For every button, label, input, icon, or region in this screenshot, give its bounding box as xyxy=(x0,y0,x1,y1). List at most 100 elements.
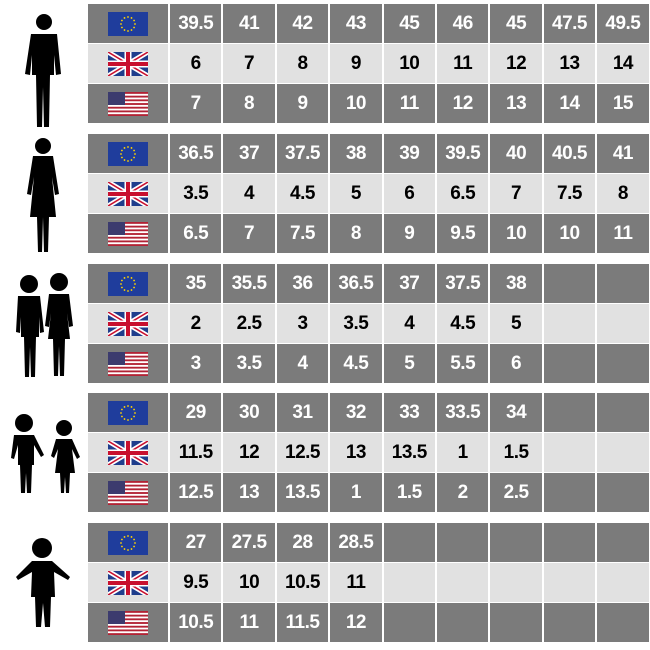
size-cell: 3 xyxy=(170,344,222,383)
size-cell: 40.5 xyxy=(543,134,596,173)
size-cell: 8 xyxy=(276,44,329,83)
size-cell: 37 xyxy=(223,134,275,173)
size-cell: 49.5 xyxy=(597,4,649,43)
size-cell: 10 xyxy=(490,214,542,253)
size-cell: 2 xyxy=(170,304,222,343)
size-cell: 27 xyxy=(170,523,222,562)
size-cell: 5 xyxy=(330,174,382,213)
size-cell: 4 xyxy=(223,174,275,213)
size-cell: 30 xyxy=(223,393,275,432)
size-cell xyxy=(597,344,649,383)
size-cell: 3.5 xyxy=(223,344,275,383)
size-cell xyxy=(597,264,649,303)
size-cell: 4.5 xyxy=(276,174,329,213)
size-cell: 4 xyxy=(383,304,435,343)
size-cell: 38 xyxy=(330,134,382,173)
flag-cell xyxy=(88,393,168,432)
size-cell: 4 xyxy=(276,344,329,383)
flag-cell xyxy=(88,134,168,173)
size-cell: 33.5 xyxy=(437,393,489,432)
silhouette-icon xyxy=(0,523,88,648)
flag-eu xyxy=(108,530,148,555)
size-cell: 27.5 xyxy=(223,523,275,562)
size-cell: 10 xyxy=(543,214,596,253)
size-cell: 41 xyxy=(597,134,649,173)
size-cell xyxy=(543,563,596,602)
size-cell xyxy=(597,473,649,512)
size-cell: 32 xyxy=(330,393,382,432)
size-cell: 2 xyxy=(437,473,489,512)
size-cell: 11 xyxy=(383,84,435,123)
size-cell xyxy=(597,523,649,562)
size-cell: 36.5 xyxy=(170,134,222,173)
size-cell: 45 xyxy=(383,4,435,43)
flag-us xyxy=(108,610,148,635)
size-cell: 11 xyxy=(223,603,275,642)
size-cell xyxy=(437,603,489,642)
size-cell: 7 xyxy=(170,84,222,123)
size-cell: 10 xyxy=(383,44,435,83)
size-cell: 7.5 xyxy=(543,174,596,213)
flag-cell xyxy=(88,563,168,602)
size-cell: 37.5 xyxy=(437,264,489,303)
flag-cell xyxy=(88,4,168,43)
silhouette-icon xyxy=(0,264,88,389)
silhouette-icon xyxy=(0,4,88,129)
silhouette-icon xyxy=(0,134,88,259)
size-cell: 10 xyxy=(330,84,382,123)
size-cell xyxy=(490,603,542,642)
size-cell: 10.5 xyxy=(170,603,222,642)
size-cell: 13.5 xyxy=(276,473,329,512)
size-cell: 36.5 xyxy=(330,264,382,303)
flag-cell xyxy=(88,304,168,343)
flag-cell xyxy=(88,603,168,642)
size-cell xyxy=(543,304,596,343)
size-cell xyxy=(597,433,649,472)
size-cell: 33 xyxy=(383,393,435,432)
size-cell: 29 xyxy=(170,393,222,432)
size-cell: 34 xyxy=(490,393,542,432)
flag-uk xyxy=(108,51,148,76)
size-cell: 11.5 xyxy=(170,433,222,472)
flag-cell xyxy=(88,344,168,383)
size-cell: 14 xyxy=(597,44,649,83)
flag-uk xyxy=(108,311,148,336)
size-cell: 7 xyxy=(223,44,275,83)
size-cell: 10 xyxy=(223,563,275,602)
size-cell: 4.5 xyxy=(437,304,489,343)
size-cell: 5 xyxy=(383,344,435,383)
size-cell: 13.5 xyxy=(383,433,435,472)
size-cell xyxy=(597,304,649,343)
size-cell: 9 xyxy=(276,84,329,123)
flag-us xyxy=(108,91,148,116)
size-cell: 39.5 xyxy=(170,4,222,43)
flag-cell xyxy=(88,433,168,472)
size-cell: 43 xyxy=(330,4,382,43)
size-cell xyxy=(490,523,542,562)
size-cell: 7.5 xyxy=(276,214,329,253)
flag-uk xyxy=(108,440,148,465)
size-cell: 39 xyxy=(383,134,435,173)
flag-uk xyxy=(108,570,148,595)
size-cell: 14 xyxy=(543,84,596,123)
size-cell: 13 xyxy=(490,84,542,123)
size-cell: 8 xyxy=(330,214,382,253)
size-cell: 1 xyxy=(330,473,382,512)
size-cell: 9.5 xyxy=(170,563,222,602)
size-cell: 12 xyxy=(490,44,542,83)
size-cell: 10.5 xyxy=(276,563,329,602)
size-cell: 31 xyxy=(276,393,329,432)
flag-cell xyxy=(88,473,168,512)
flag-cell xyxy=(88,174,168,213)
size-cell: 35.5 xyxy=(223,264,275,303)
size-cell: 39.5 xyxy=(437,134,489,173)
size-cell: 28.5 xyxy=(330,523,382,562)
size-cell xyxy=(437,523,489,562)
size-cell xyxy=(383,523,435,562)
size-cell: 9 xyxy=(383,214,435,253)
size-cell: 11 xyxy=(330,563,382,602)
size-cell xyxy=(543,603,596,642)
size-cell: 3 xyxy=(276,304,329,343)
size-cell: 6 xyxy=(490,344,542,383)
